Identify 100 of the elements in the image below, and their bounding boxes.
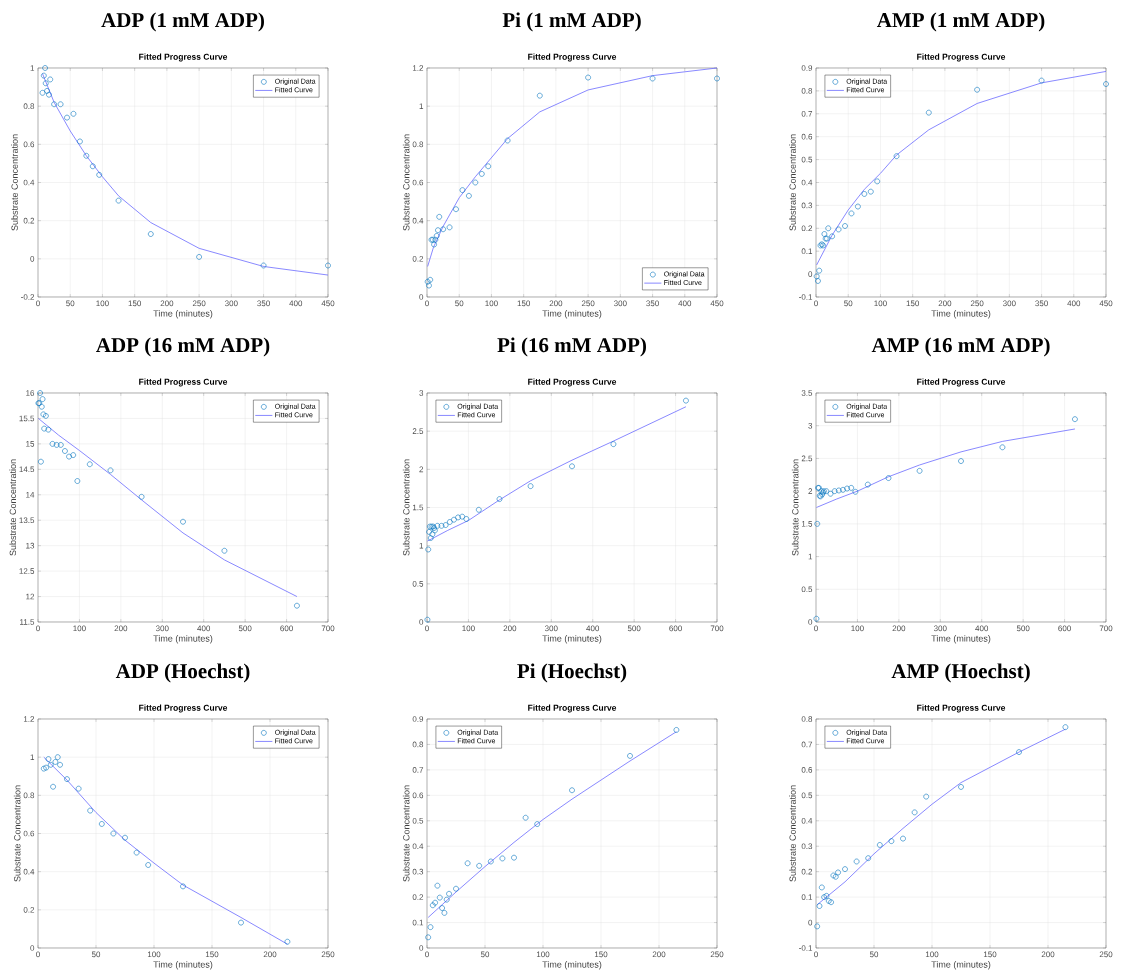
point: [475, 506, 482, 513]
point: [40, 411, 47, 418]
x-tick-label: 250: [581, 300, 595, 307]
x-tick-label: 100: [73, 625, 86, 632]
point: [77, 138, 83, 145]
y-axis-title: Substrate Concentration: [791, 459, 799, 556]
x-tick-label: 200: [549, 300, 563, 307]
point: [57, 762, 63, 768]
point: [958, 784, 964, 790]
line-series: [38, 418, 298, 597]
y-tick-label: 0.7: [801, 110, 813, 117]
point: [459, 513, 466, 520]
x-tick-label: 400: [678, 300, 692, 307]
x-tick-label: 50: [480, 951, 490, 958]
point: [831, 488, 838, 494]
x-tick-label: 150: [983, 951, 997, 958]
y-tick-label: 0: [419, 619, 424, 625]
x-tick-label: 150: [205, 951, 219, 958]
point: [62, 448, 68, 454]
point: [440, 226, 446, 233]
chart-title: ADP (Hoechst): [115, 663, 250, 683]
point: [51, 101, 57, 108]
point: [855, 203, 861, 210]
point: [1103, 81, 1109, 87]
point: [430, 902, 436, 909]
point: [107, 467, 114, 474]
point: [221, 547, 228, 554]
point: [39, 90, 46, 96]
point: [431, 241, 437, 248]
x-tick-label: 0: [425, 951, 429, 958]
point: [463, 516, 470, 522]
y-tick-label: 15.5: [19, 415, 35, 422]
point: [610, 441, 617, 447]
point: [438, 523, 445, 529]
x-tick-label: 0: [36, 625, 40, 632]
y-tick-label: -0.2: [21, 294, 35, 300]
y-tick-label: 0.1: [801, 894, 813, 900]
y-tick-label: 2: [419, 466, 424, 473]
x-tick-label: 200: [160, 300, 174, 307]
x-tick-label: 150: [906, 300, 920, 307]
chart-subtitle: Fitted Progress Curve: [528, 378, 617, 387]
point: [53, 442, 60, 448]
x-tick-label: 100: [925, 951, 939, 958]
point: [86, 461, 93, 468]
y-tick-label: 3.5: [801, 390, 813, 396]
point: [432, 236, 439, 243]
y-tick-label: 3: [808, 422, 813, 429]
point: [426, 282, 432, 289]
point: [816, 903, 823, 909]
point: [853, 858, 860, 865]
point: [864, 481, 871, 488]
x-tick-label: 450: [710, 300, 724, 307]
x-tick-label: 300: [224, 300, 238, 307]
point: [816, 267, 823, 274]
point: [284, 938, 291, 945]
x-axis-title: Time (minutes): [153, 310, 213, 319]
point: [110, 830, 117, 837]
point: [840, 487, 846, 493]
y-tick-label: 2.5: [801, 455, 813, 462]
y-tick-label: 0.7: [412, 767, 424, 773]
y-axis-title: Substrate Concentration: [9, 459, 17, 556]
point: [294, 602, 300, 609]
line-series: [427, 731, 677, 918]
point: [180, 883, 186, 890]
y-tick-label: 0.2: [23, 217, 35, 224]
y-tick-label: 0: [808, 271, 813, 277]
y-tick-label: -0.1: [799, 945, 813, 951]
y-tick-label: 0.5: [412, 817, 424, 824]
x-tick-label: 400: [586, 625, 600, 632]
y-tick-label: 0.6: [412, 792, 424, 799]
point: [478, 171, 485, 177]
chart-subtitle: Fitted Progress Curve: [917, 53, 1006, 62]
point: [99, 821, 105, 827]
point: [424, 616, 431, 623]
point: [75, 785, 82, 792]
y-tick-label: 1: [30, 65, 35, 71]
x-tick-label: 100: [462, 625, 475, 632]
x-tick-label: 200: [652, 951, 666, 958]
point: [427, 535, 434, 541]
chart-title: ADP (16 mM ADP): [96, 337, 270, 357]
y-tick-label: 0.5: [801, 586, 813, 593]
point: [196, 254, 202, 260]
point: [451, 516, 457, 523]
point: [453, 885, 459, 892]
x-tick-label: 500: [238, 625, 252, 632]
y-tick-label: 0.1: [801, 248, 813, 255]
point: [42, 80, 49, 87]
point: [455, 514, 461, 521]
point: [683, 397, 689, 404]
y-tick-label: 0.4: [412, 843, 424, 850]
x-tick-label: 250: [710, 951, 724, 958]
x-axis-title: Time (minutes): [542, 635, 602, 644]
y-tick-label: 0.8: [412, 141, 424, 148]
y-tick-label: 1: [419, 542, 424, 549]
y-tick-label: 0.2: [23, 907, 35, 913]
point: [47, 76, 54, 83]
point: [476, 863, 483, 869]
point: [442, 522, 449, 528]
point: [814, 521, 821, 527]
point: [38, 458, 44, 465]
